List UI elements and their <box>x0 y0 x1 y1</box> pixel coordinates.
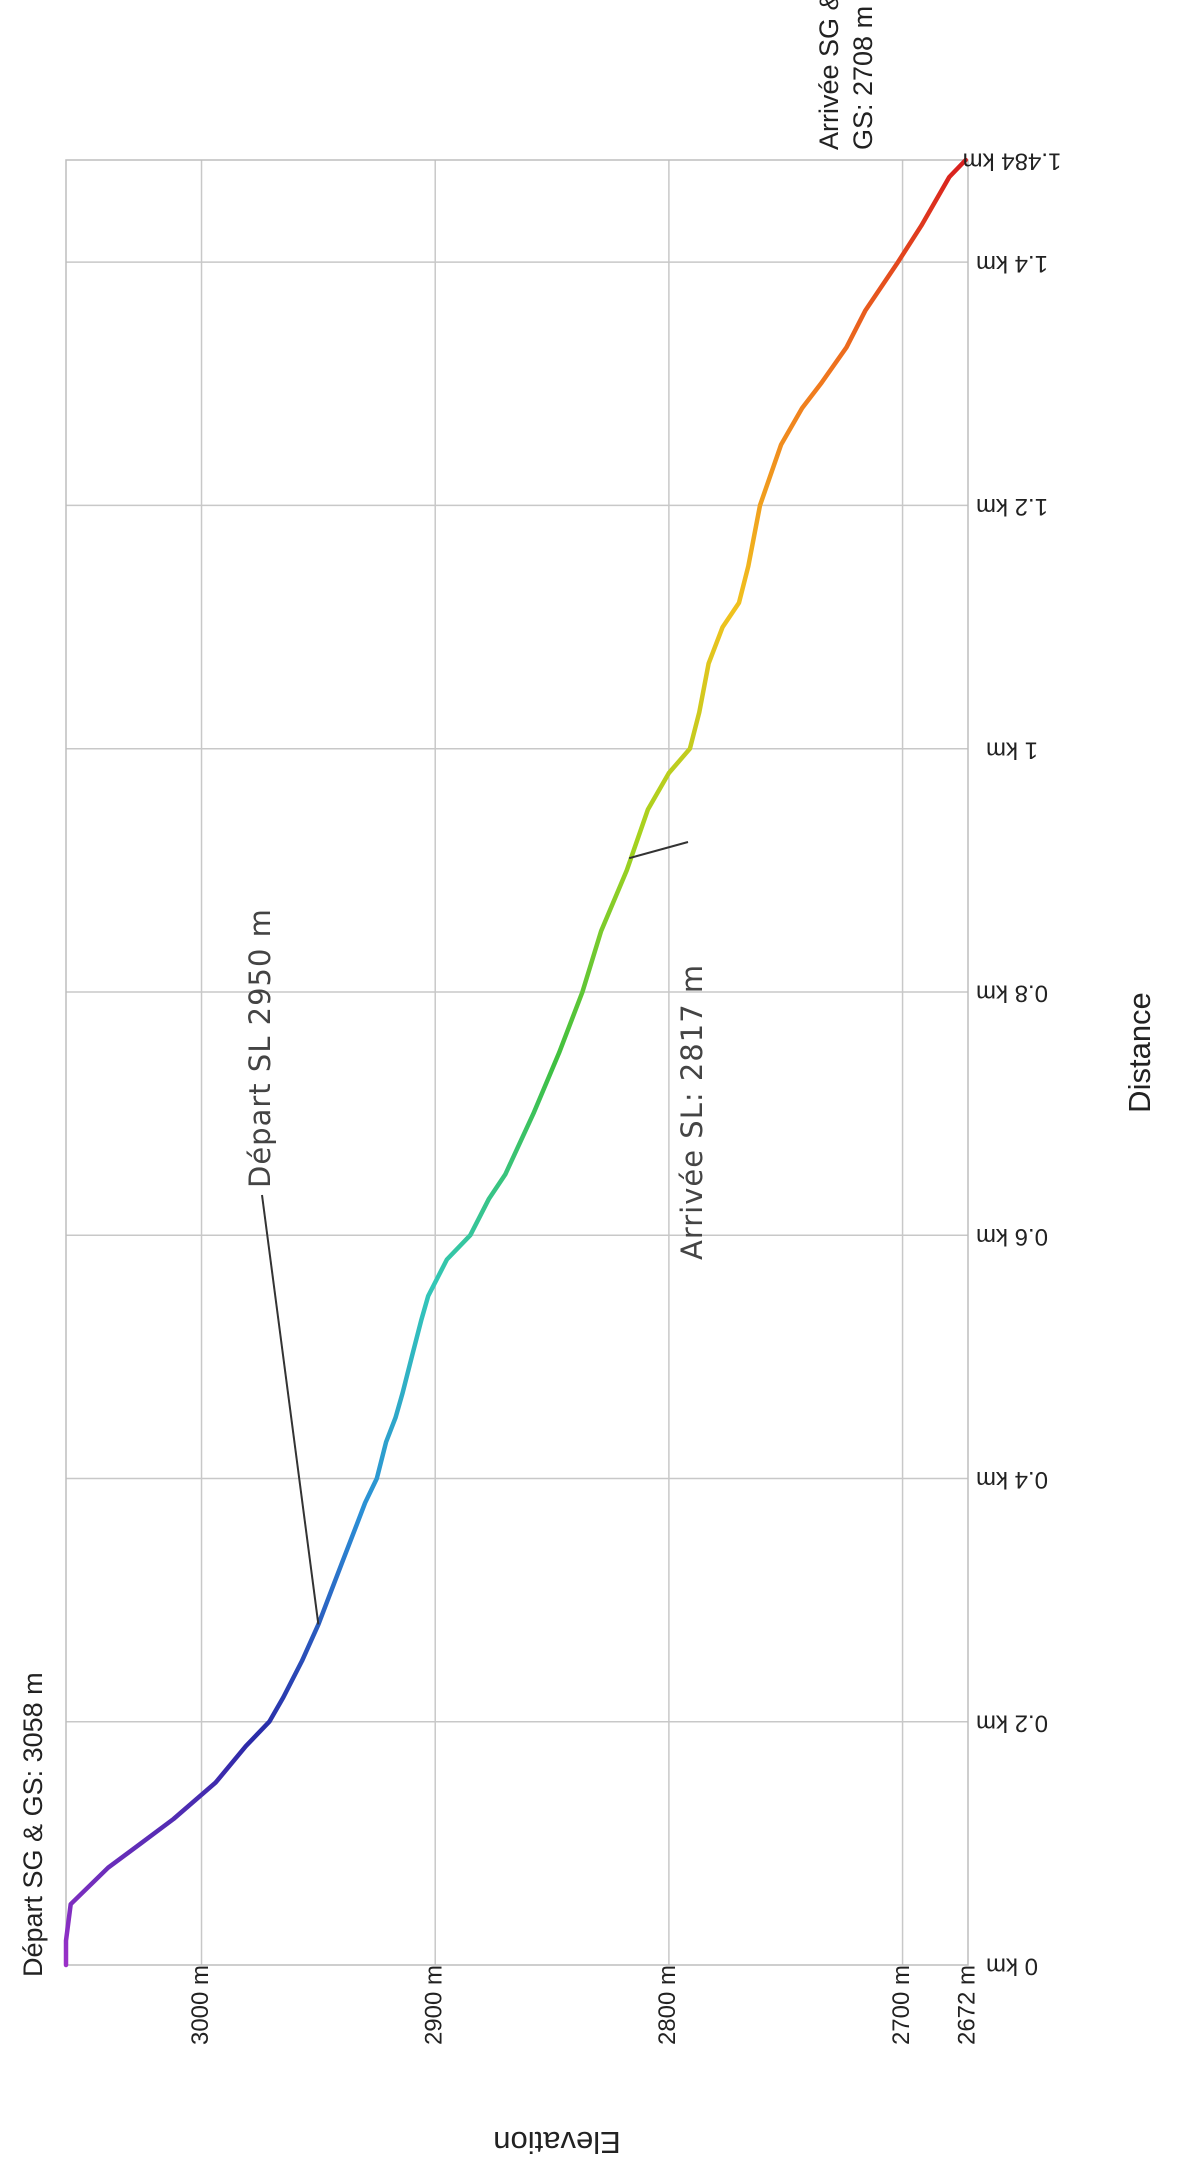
data-point <box>504 1173 507 1176</box>
start-annotation: Départ SG & GS: 3058 m <box>18 1672 48 1977</box>
data-point <box>282 1696 285 1699</box>
data-point <box>646 808 650 811</box>
x-tick-label: 1 km <box>986 736 1038 763</box>
data-point <box>268 1720 271 1723</box>
data-point <box>139 1842 142 1845</box>
data-point <box>419 1319 423 1322</box>
data-point <box>214 1781 217 1784</box>
data-point <box>625 869 629 872</box>
data-point <box>106 1866 110 1869</box>
data-point <box>427 1294 430 1298</box>
x-tick-label: 0.8 km <box>976 980 1048 1007</box>
data-point <box>964 158 967 162</box>
y-tick-label: 2800 m <box>654 1965 681 2045</box>
data-point <box>401 1392 404 1395</box>
data-point <box>326 1598 329 1602</box>
x-tick-label: 1.484 km <box>963 148 1062 175</box>
x-tick-label: 1.4 km <box>976 250 1048 277</box>
data-point <box>737 601 741 604</box>
end-annotation-line1: Arrivée SG & <box>814 0 844 150</box>
data-point <box>667 771 671 775</box>
data-point <box>375 1477 378 1480</box>
data-point <box>300 1659 304 1663</box>
x-tick-label: 0 km <box>986 1953 1038 1980</box>
data-point <box>354 1525 357 1529</box>
plot-frame <box>65 159 969 1966</box>
y-tick-label: 2672 m <box>953 1965 980 2045</box>
data-point <box>532 1112 535 1115</box>
y-axis-label: Elevation <box>493 2125 621 2160</box>
x-tick-label: 0.4 km <box>976 1466 1048 1493</box>
data-point <box>64 1939 68 1942</box>
data-point <box>863 309 867 313</box>
data-point <box>363 1501 367 1505</box>
y-tick-label: 2700 m <box>888 1965 915 2045</box>
data-point <box>445 1258 449 1261</box>
x-tick-label: 0.2 km <box>976 1709 1048 1736</box>
x-axis-label: Distance <box>1122 992 1157 1113</box>
annotation-leader-arrivee-sl <box>628 841 689 860</box>
depart-sl-annotation: Départ SL 2950 m <box>243 908 277 1188</box>
data-point <box>557 1051 561 1054</box>
data-point <box>487 1197 491 1200</box>
data-point <box>707 662 710 665</box>
arrivee-sl-annotation: Arrivée SL: 2817 m <box>675 964 709 1260</box>
y-axis-ticks: 2672 m 2700 m 2800 m 2900 m 3000 m <box>187 1965 980 2045</box>
data-point <box>800 406 804 410</box>
data-point <box>244 1744 248 1748</box>
data-point <box>819 382 822 386</box>
data-point <box>721 625 724 629</box>
data-point <box>172 1817 175 1821</box>
data-point <box>581 990 584 994</box>
annotation-leader-depart-sl <box>261 1194 320 1625</box>
data-point <box>340 1562 343 1565</box>
data-point <box>410 1355 414 1359</box>
series-layer <box>63 157 968 1968</box>
x-axis-ticks: 0 km 0.2 km 0.4 km 0.6 km 0.8 km 1 km 1.2 km 1.… <box>963 148 1062 1980</box>
grid <box>66 160 968 1965</box>
data-point <box>896 260 900 264</box>
data-point <box>845 346 848 349</box>
x-tick-label: 1.2 km <box>976 493 1048 520</box>
annotations: Départ SG & GS: 3058 m Départ SL 2950 m Ar… <box>18 0 878 1977</box>
data-point <box>698 711 701 714</box>
data-point <box>758 504 762 507</box>
data-point <box>469 1234 472 1237</box>
y-tick-label: 3000 m <box>187 1965 214 2045</box>
data-point <box>948 175 951 179</box>
data-point <box>384 1440 388 1444</box>
data-point <box>688 747 692 750</box>
data-point <box>64 1963 68 1967</box>
data-point <box>920 224 923 227</box>
data-point <box>599 929 603 933</box>
y-tick-label: 2900 m <box>421 1965 448 2045</box>
data-point <box>934 200 937 203</box>
data-point <box>394 1416 397 1419</box>
data-point <box>747 565 750 568</box>
data-point <box>69 1902 72 1906</box>
data-point <box>779 443 783 446</box>
x-tick-label: 0.6 km <box>976 1223 1048 1250</box>
end-annotation-line2: GS: 2708 m <box>848 6 878 150</box>
